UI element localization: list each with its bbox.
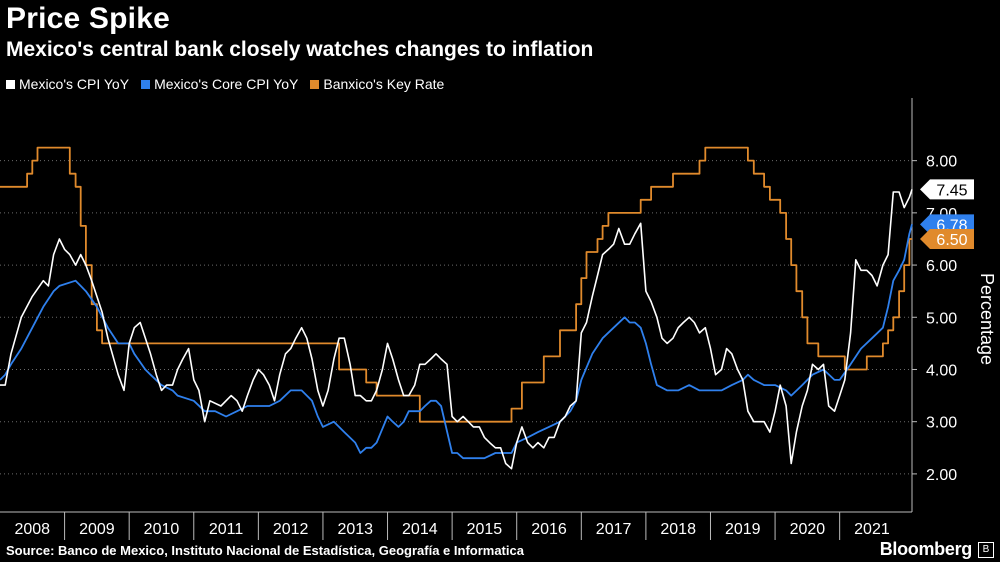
last-value-tag-rate: [920, 228, 974, 249]
legend-label-rate: Banxico's Key Rate: [323, 76, 445, 92]
y-tick-label-3: 5.00: [926, 310, 957, 327]
legend-swatch-rate: [310, 79, 320, 89]
y-tick-label-0: 2.00: [926, 467, 957, 484]
bloomberg-logo: Bloomberg: [879, 539, 973, 559]
bloomberg-mark-icon: B: [978, 542, 994, 558]
x-tick-label-5: 2013: [337, 521, 373, 538]
last-value-label-rate: 6.50: [936, 232, 967, 249]
series-line-core: [0, 224, 913, 460]
x-tick-label-8: 2016: [531, 521, 567, 538]
x-tick-label-1: 2009: [79, 521, 115, 538]
x-tick-label-6: 2014: [402, 521, 438, 538]
y-tick-label-4: 6.00: [926, 258, 957, 275]
series-line-rate: [0, 146, 912, 423]
legend-item-core: Mexico's Core CPI YoY: [141, 76, 298, 92]
x-tick-label-7: 2015: [467, 521, 503, 538]
y-tick-label-6: 8.00: [926, 154, 957, 171]
y-axis-title: Percentage: [977, 273, 997, 365]
chart-title: Price Spike: [6, 2, 170, 35]
last-value-label-cpi: 7.45: [936, 182, 967, 199]
legend: Mexico's CPI YoY Mexico's Core CPI YoY B…: [6, 76, 444, 92]
last-value-tag-cpi: [920, 179, 974, 200]
x-tick-label-2: 2010: [144, 521, 180, 538]
legend-label-cpi: Mexico's CPI YoY: [19, 76, 130, 92]
legend-item-rate: Banxico's Key Rate: [310, 76, 444, 92]
x-tick-label-10: 2018: [660, 521, 696, 538]
chart-subtitle: Mexico's central bank closely watches ch…: [6, 38, 594, 61]
legend-label-core: Mexico's Core CPI YoY: [154, 76, 299, 92]
y-tick-label-1: 3.00: [926, 415, 957, 432]
series-line-cpi: [0, 189, 913, 470]
x-tick-label-11: 2019: [725, 521, 761, 538]
x-tick-label-0: 2008: [14, 521, 50, 538]
x-tick-label-13: 2021: [854, 521, 890, 538]
x-tick-label-12: 2020: [790, 521, 826, 538]
x-tick-label-4: 2012: [273, 521, 309, 538]
source-note: Source: Banco de Mexico, Instituto Nacio…: [6, 543, 524, 558]
legend-swatch-core: [141, 79, 151, 89]
legend-item-cpi: Mexico's CPI YoY: [6, 76, 129, 92]
x-tick-label-3: 2011: [209, 521, 244, 538]
legend-swatch-cpi: [6, 79, 15, 89]
x-tick-label-9: 2017: [596, 521, 632, 538]
y-tick-label-2: 4.00: [926, 362, 957, 379]
